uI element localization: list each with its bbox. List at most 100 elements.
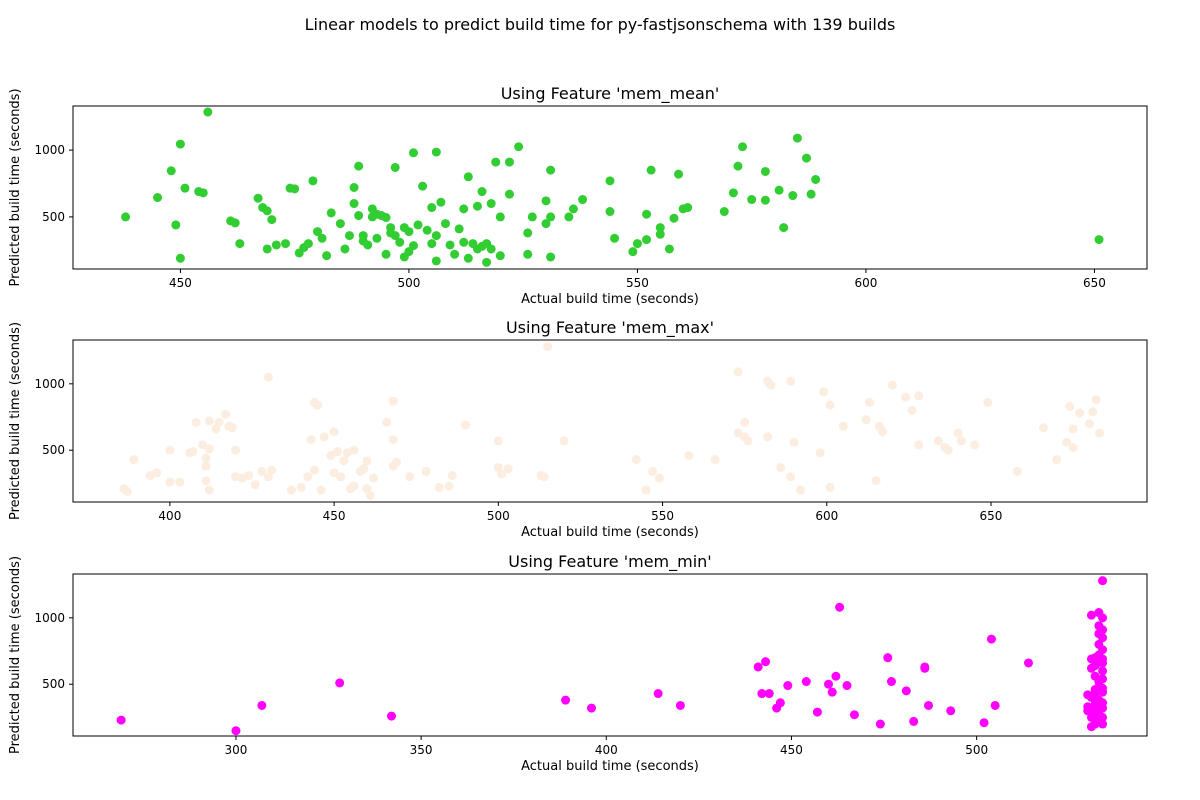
data-point bbox=[175, 253, 185, 263]
y-tick-label: 1000 bbox=[34, 143, 65, 157]
y-tick-label: 500 bbox=[42, 443, 65, 457]
data-point bbox=[815, 448, 825, 458]
data-point bbox=[296, 482, 306, 492]
data-point bbox=[493, 436, 503, 446]
data-point bbox=[1086, 610, 1096, 620]
data-point bbox=[801, 677, 811, 687]
data-point bbox=[250, 480, 260, 490]
data-point bbox=[253, 193, 263, 203]
data-point bbox=[1083, 706, 1093, 716]
data-point bbox=[340, 244, 350, 254]
data-point bbox=[1062, 437, 1072, 447]
plot-panel-3: Using Feature 'mem_min' 300 350 400 450 500 50… bbox=[8, 552, 1148, 774]
axes-frame bbox=[72, 105, 1148, 270]
data-point bbox=[460, 420, 470, 430]
data-point bbox=[901, 686, 911, 696]
y-tick-label: 1000 bbox=[34, 611, 65, 625]
data-point bbox=[175, 477, 185, 487]
data-points bbox=[116, 576, 1108, 736]
data-point bbox=[779, 223, 789, 233]
data-point bbox=[564, 212, 574, 222]
data-point bbox=[1039, 423, 1049, 433]
data-point bbox=[339, 456, 349, 466]
data-point bbox=[946, 706, 956, 716]
data-point bbox=[244, 470, 254, 480]
figure-title: Linear models to predict build time for … bbox=[305, 15, 896, 34]
data-point bbox=[605, 176, 615, 186]
data-point bbox=[313, 227, 323, 237]
data-point bbox=[871, 476, 881, 486]
data-point bbox=[421, 466, 431, 476]
data-point bbox=[789, 437, 799, 447]
data-point bbox=[329, 468, 339, 478]
data-point bbox=[491, 157, 501, 167]
data-point bbox=[1091, 395, 1101, 405]
plot-panel-1: Using Feature 'mem_mean' 450 500 550 600 650 5… bbox=[8, 84, 1148, 307]
data-point bbox=[684, 451, 694, 461]
x-axis-label: Actual build time (seconds) bbox=[521, 292, 699, 307]
data-point bbox=[486, 244, 496, 254]
data-point bbox=[760, 195, 770, 205]
data-point bbox=[546, 165, 556, 175]
data-point bbox=[1098, 633, 1108, 643]
data-point bbox=[568, 204, 578, 214]
data-point bbox=[878, 427, 888, 437]
data-point bbox=[463, 253, 473, 263]
data-point bbox=[1012, 466, 1022, 476]
data-point bbox=[825, 400, 835, 410]
x-tick-label: 450 bbox=[780, 743, 803, 757]
data-point bbox=[743, 436, 753, 446]
data-point bbox=[445, 240, 455, 250]
data-point bbox=[1075, 408, 1085, 418]
data-point bbox=[775, 698, 785, 708]
x-tick-label: 600 bbox=[815, 509, 838, 523]
x-tick-label: 350 bbox=[410, 743, 433, 757]
data-point bbox=[766, 380, 776, 390]
x-tick-label: 400 bbox=[158, 509, 181, 523]
data-point bbox=[835, 602, 845, 612]
data-point bbox=[1098, 712, 1108, 722]
x-tick-label: 650 bbox=[1083, 276, 1106, 290]
data-point bbox=[227, 423, 237, 433]
data-point bbox=[953, 428, 963, 438]
data-point bbox=[802, 153, 812, 163]
data-point bbox=[203, 107, 213, 117]
data-point bbox=[436, 197, 446, 207]
data-point bbox=[783, 681, 793, 691]
data-point bbox=[683, 203, 693, 213]
data-point bbox=[335, 678, 345, 688]
data-point bbox=[1090, 689, 1100, 699]
data-point bbox=[116, 715, 126, 725]
data-point bbox=[886, 677, 896, 687]
data-point bbox=[211, 424, 221, 434]
data-point bbox=[1098, 654, 1108, 664]
data-point bbox=[776, 462, 786, 472]
data-point bbox=[1098, 613, 1108, 623]
data-point bbox=[354, 161, 364, 171]
data-point bbox=[1098, 625, 1108, 635]
axes-frame bbox=[72, 339, 1148, 503]
data-point bbox=[152, 468, 162, 478]
data-point bbox=[796, 485, 805, 495]
data-point bbox=[349, 445, 359, 455]
x-tick-label: 450 bbox=[169, 276, 192, 290]
data-point bbox=[404, 227, 414, 237]
data-point bbox=[990, 700, 1000, 710]
data-point bbox=[198, 440, 208, 450]
data-point bbox=[864, 397, 874, 407]
plot-title: Using Feature 'mem_mean' bbox=[501, 84, 720, 104]
data-point bbox=[806, 189, 816, 199]
data-point bbox=[191, 417, 201, 427]
data-point bbox=[654, 473, 664, 483]
data-point bbox=[632, 239, 642, 249]
data-point bbox=[262, 244, 272, 254]
data-point bbox=[1098, 719, 1108, 729]
data-point bbox=[733, 428, 743, 438]
data-point bbox=[290, 184, 300, 194]
x-tick-label: 600 bbox=[854, 276, 877, 290]
data-point bbox=[669, 213, 679, 223]
data-point bbox=[933, 436, 943, 446]
data-point bbox=[504, 157, 514, 167]
data-point bbox=[472, 201, 482, 211]
data-point bbox=[760, 166, 770, 176]
